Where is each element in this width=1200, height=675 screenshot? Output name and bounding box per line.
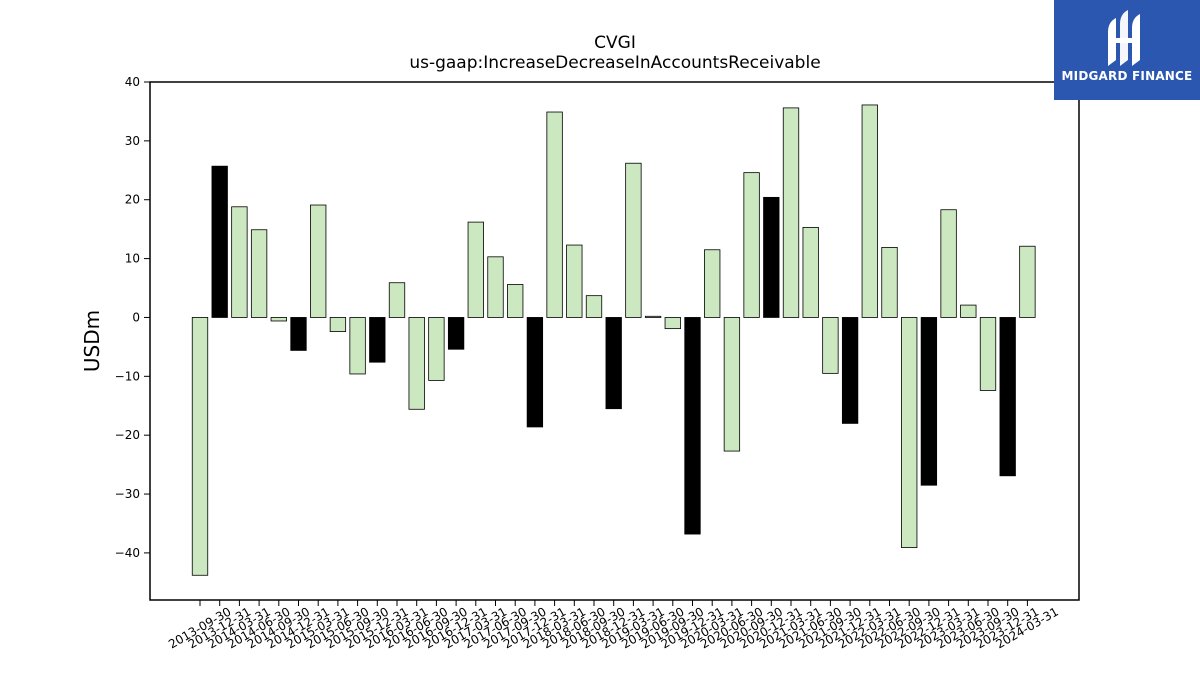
chart-title: CVGI [594, 33, 636, 53]
x-axis: 2013-09-302013-12-312014-03-312014-06-30… [166, 600, 1061, 651]
bar-2018-06-30 [566, 244, 583, 318]
bar-2018-09-30 [585, 295, 603, 318]
brand-name: MIDGARD FINANCE [1061, 69, 1193, 83]
chart-subtitle: us-gaap:IncreaseDecreaseInAccountsReceiv… [409, 53, 820, 73]
y-tick-label: 20 [125, 193, 140, 207]
y-tick-label: 30 [125, 134, 140, 148]
bar-2022-03-31 [861, 104, 878, 318]
bar-2017-09-30 [507, 284, 524, 318]
brand-logo: MIDGARD FINANCE [1054, 0, 1200, 100]
bar-2017-06-30 [487, 256, 504, 318]
y-axis: −40 −30 −20 −10 0 10 20 30 40 [115, 75, 150, 560]
bar-2015-12-31 [369, 317, 386, 363]
bar-2021-09-30 [822, 317, 839, 374]
y-tick-label: 40 [125, 75, 140, 89]
bar-2023-09-30 [979, 317, 997, 391]
y-tick-label: −30 [115, 487, 140, 501]
bar-2021-12-31 [841, 317, 859, 424]
bar-2019-03-31 [625, 162, 642, 318]
y-tick-label: −40 [115, 546, 140, 560]
bar-2015-06-30 [329, 317, 347, 332]
bar-2023-06-30 [960, 304, 977, 318]
bar-2015-09-30 [349, 317, 366, 375]
y-axis-label: USDm [80, 310, 104, 372]
bar-2016-06-30 [408, 317, 425, 410]
bar-2020-06-30 [723, 317, 741, 452]
bar-2016-09-30 [428, 317, 445, 381]
bar-2024-03-31 [1019, 245, 1036, 318]
bar-2022-09-30 [901, 317, 918, 549]
bar-2018-12-31 [605, 317, 622, 410]
bar-2019-09-30 [664, 317, 681, 330]
bar-2013-12-31 [211, 165, 228, 318]
bar-2015-03-31 [310, 204, 327, 318]
bar-2022-12-31 [920, 317, 938, 486]
bar-2018-03-31 [546, 111, 563, 318]
bar-2023-03-31 [940, 209, 957, 318]
bar-2020-12-31 [763, 196, 780, 318]
bar-2022-06-30 [881, 247, 898, 318]
bar-2017-12-31 [526, 317, 544, 428]
bar-2016-12-31 [447, 317, 465, 350]
bar-2023-12-31 [999, 317, 1016, 477]
bar-2019-06-30 [644, 315, 662, 318]
bar-2021-06-30 [802, 226, 819, 318]
bar-2017-03-31 [467, 221, 484, 318]
midgard-logo-icon [1108, 10, 1140, 66]
bar-2020-03-31 [704, 249, 721, 318]
bar-2019-12-31 [684, 317, 701, 535]
bar-2014-12-31 [290, 317, 307, 351]
bar-2020-09-30 [743, 172, 760, 318]
y-tick-label: 0 [132, 310, 140, 324]
bars-group [191, 104, 1036, 576]
bar-2013-09-30 [191, 317, 209, 576]
y-tick-label: −20 [115, 428, 140, 442]
plot-frame [149, 81, 1080, 601]
bar-2016-03-31 [388, 282, 406, 318]
y-tick-label: 10 [125, 252, 140, 266]
bar-2014-09-30 [270, 317, 287, 322]
bar-2021-03-31 [782, 107, 800, 318]
bar-2014-03-31 [231, 206, 248, 318]
bar-2014-06-30 [250, 229, 268, 318]
y-tick-label: −10 [115, 369, 140, 383]
